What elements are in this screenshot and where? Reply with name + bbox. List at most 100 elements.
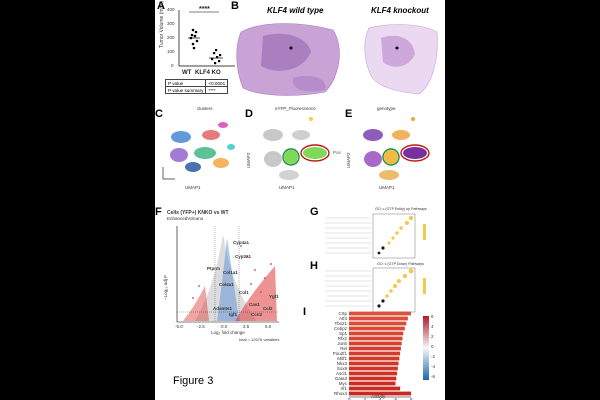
panel-a-scatter bbox=[178, 10, 235, 67]
panel-d-legend: Pos bbox=[333, 150, 341, 155]
pvalue-value: <0.0001 bbox=[205, 79, 229, 87]
panel-i-xlabel: Activity bbox=[371, 394, 386, 399]
panel-i-colorbar-tick: 2 bbox=[431, 334, 434, 339]
panel-i-bar bbox=[349, 371, 398, 376]
panel-i-bar bbox=[349, 321, 407, 326]
panel-c-umap bbox=[162, 122, 235, 180]
panel-i-bar bbox=[349, 336, 403, 341]
panel-i-gene-label: Cebpz bbox=[333, 325, 347, 331]
panel-f-footer: total = 12076 variables bbox=[239, 337, 280, 342]
panel-f-subtitle: EnhancedVolcano bbox=[167, 216, 204, 221]
panel-f-label: F bbox=[155, 206, 162, 218]
panel-i-bar bbox=[349, 346, 401, 351]
panel-i-gene-label: Rel bbox=[340, 345, 347, 351]
panel-i-colorbar-tick: 0 bbox=[431, 344, 434, 349]
panel-i-gene-label: Gata3 bbox=[334, 375, 347, 381]
gene-label: Adamts1 bbox=[213, 306, 233, 311]
panel-i-gene-label: Nkx3 bbox=[336, 360, 347, 366]
gene-label: Col1 bbox=[239, 290, 249, 295]
panel-i-bar bbox=[349, 361, 399, 366]
gene-label: Col1a1 bbox=[223, 270, 238, 275]
panel-i-bar bbox=[349, 391, 411, 396]
panel-i-label: I bbox=[303, 306, 307, 318]
gene-label: Ptprm bbox=[207, 266, 221, 271]
gene-label: Ccl2 bbox=[263, 306, 273, 311]
panel-i-colorbar-tick: -4 bbox=[431, 364, 436, 369]
gene-label: Cyp2a1 bbox=[235, 254, 252, 259]
panel-f-xtick: 0.0 bbox=[221, 324, 228, 329]
panel-c-label: C bbox=[155, 108, 163, 120]
panel-f-xtick: 2.5 bbox=[243, 324, 250, 329]
panel-f-ylabel: −Log₁₀ adj P bbox=[163, 274, 168, 300]
panel-i-xtick: 0 bbox=[348, 397, 351, 400]
panel-f-xlabel: Log₂ fold change bbox=[211, 330, 245, 335]
panel-i-colorbar-tick: 6 bbox=[431, 314, 434, 319]
panel-i-gene-label: Rfx2 bbox=[337, 335, 347, 341]
gene-label: Ccn2 bbox=[251, 312, 263, 317]
panel-b-histology bbox=[236, 23, 438, 96]
panel-d-label: D bbox=[245, 108, 253, 120]
panel-g-title: GO: c (GTP Entity) up Pathways bbox=[375, 207, 427, 211]
panel-e-ylabel: UMAP2 bbox=[346, 152, 351, 168]
pvalue-summary-value: **** bbox=[205, 86, 229, 94]
panel-i-gene-label: Sox9 bbox=[336, 365, 347, 371]
panel-i-colorbar-tick: -6 bbox=[431, 374, 436, 379]
panel-d-title: eYFP_Fluorescence bbox=[275, 106, 316, 111]
panel-i-gene-label: Ascl1 bbox=[335, 370, 347, 376]
panel-e-title: genotype bbox=[377, 106, 396, 111]
panel-b-ko-title: KLF4 knockout bbox=[371, 6, 429, 15]
figure-label: Figure 3 bbox=[173, 375, 214, 387]
panel-a-ytick: 200 bbox=[167, 35, 175, 40]
panel-f-xtick: -5.0 bbox=[175, 324, 183, 329]
pvalue-summary-label: P value summary bbox=[164, 86, 207, 94]
panel-i-gene-label: Junb bbox=[337, 340, 347, 346]
panel-i-xtick: 2 bbox=[363, 397, 367, 400]
gene-label: Col4a1 bbox=[219, 282, 234, 287]
panel-i-xtick: 4 bbox=[379, 397, 382, 400]
panel-i-gene-label: Pou2f1 bbox=[332, 350, 347, 356]
panel-h-dotplot bbox=[325, 267, 426, 313]
gene-label: Igf1 bbox=[229, 312, 238, 317]
panel-i-bar bbox=[349, 381, 396, 386]
panel-f-volcano bbox=[176, 226, 279, 323]
panel-i-colorbar-tick: 4 bbox=[431, 324, 434, 329]
panel-h-label: H bbox=[310, 260, 318, 272]
panel-g-label: G bbox=[310, 206, 319, 218]
panel-i-colorbar bbox=[423, 316, 429, 380]
panel-f-title: Cells (YFP+) KNKO vs WT bbox=[167, 210, 229, 216]
panel-h-title: GO: c (GTP Down) Pathways bbox=[377, 262, 424, 266]
panel-a-pvalue-table: P value <0.0001 P value summary **** bbox=[164, 79, 229, 94]
panel-c-title: clusters bbox=[197, 106, 213, 111]
panel-c-xlabel: UMAP1 bbox=[185, 185, 201, 190]
panel-a-ytick: 300 bbox=[167, 21, 175, 26]
panel-i-bar bbox=[349, 386, 401, 391]
panel-i-bar bbox=[349, 351, 401, 356]
panel-i-gene-label: Mitf1 bbox=[337, 355, 347, 361]
panel-f-xtick: 5.0 bbox=[265, 324, 272, 329]
panel-i-gene-label: Irf1 bbox=[340, 385, 347, 391]
panel-a-ytick: 400 bbox=[167, 7, 175, 12]
panel-i-xtick: 8 bbox=[410, 397, 413, 400]
panel-e-label: E bbox=[345, 108, 353, 120]
panel-a-ytick: 0 bbox=[171, 63, 174, 68]
panel-i-bar bbox=[349, 376, 397, 381]
panel-i-bar bbox=[349, 366, 398, 371]
panel-i-gene-label: Myc bbox=[338, 380, 347, 386]
figure-page: A Tumor Volume (mm³) 400 300 200 100 0 *… bbox=[155, 0, 445, 400]
panel-i-bar bbox=[349, 316, 408, 321]
panel-d-ylabel: UMAP2 bbox=[246, 152, 251, 168]
panel-i-bar bbox=[349, 311, 411, 316]
gene-label: Ygf1 bbox=[269, 294, 279, 299]
panel-e-umap bbox=[363, 117, 430, 180]
panel-d-xlabel: UMAP1 bbox=[279, 185, 295, 190]
panel-i-gene-label: Rhox4 bbox=[333, 390, 347, 396]
panel-a-ylabel: Tumor Volume (mm³) bbox=[159, 0, 165, 48]
panel-a-group-wt: WT bbox=[182, 70, 192, 76]
panel-i-gene-label: Tbx21 bbox=[334, 320, 347, 326]
pvalue-label: P value bbox=[164, 79, 207, 87]
panel-f-xtick: -2.5 bbox=[197, 324, 205, 329]
panel-i-bar bbox=[349, 341, 402, 346]
panel-i-xtick: 6 bbox=[394, 397, 398, 400]
panel-i-gene-label: Atf4 bbox=[338, 315, 347, 321]
panel-i-colorbar-tick: -2 bbox=[431, 354, 436, 359]
